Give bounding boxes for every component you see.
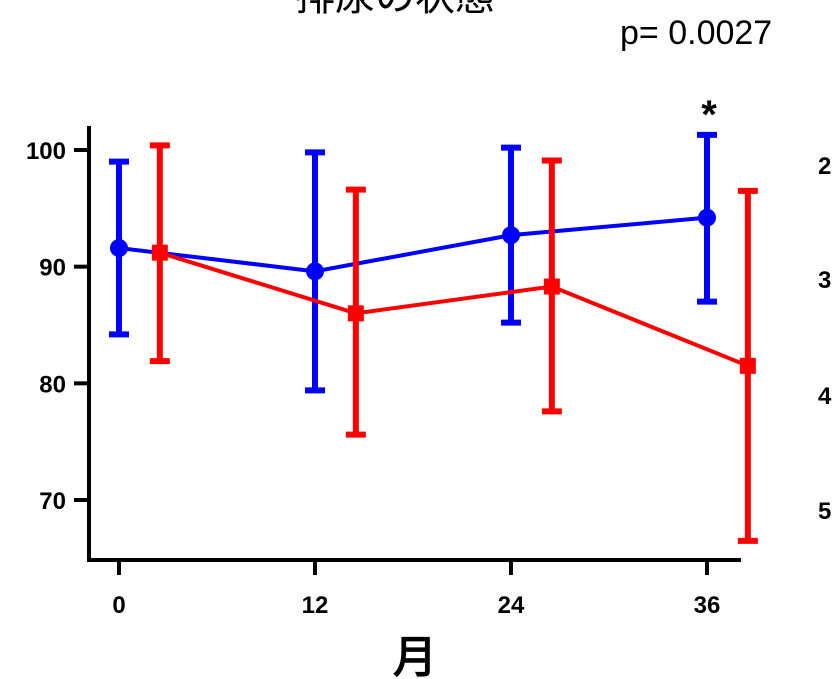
p-value-annotation: p= 0.0027 bbox=[620, 14, 772, 52]
x-tick-label: 12 bbox=[302, 592, 329, 619]
data-point bbox=[347, 305, 364, 322]
x-tick-label: 24 bbox=[498, 592, 525, 619]
series-line bbox=[159, 250, 749, 368]
y-tick-label: 80 bbox=[39, 371, 66, 398]
data-point bbox=[306, 262, 324, 281]
x-axis-label: 月 bbox=[393, 632, 437, 679]
series-1 bbox=[149, 142, 758, 544]
right-axis-tick-label: 5 bbox=[818, 498, 831, 525]
x-tick-label: 0 bbox=[112, 592, 125, 619]
right-axis-tick-label: 3 bbox=[818, 267, 831, 294]
x-tick-label: 36 bbox=[694, 592, 721, 619]
right-axis-tick-label: 4 bbox=[818, 383, 832, 410]
chart-title: 排尿の状態 bbox=[295, 0, 495, 20]
data-point bbox=[698, 208, 716, 227]
data-point bbox=[151, 244, 168, 261]
data-point bbox=[543, 278, 560, 295]
data-point bbox=[502, 226, 520, 245]
y-tick-label: 70 bbox=[39, 488, 66, 515]
y-tick-label: 100 bbox=[26, 138, 66, 165]
series-line bbox=[118, 215, 708, 274]
significance-marker: * bbox=[701, 93, 717, 137]
series-0 bbox=[109, 131, 717, 394]
axes bbox=[87, 126, 741, 562]
right-axis-tick-label: 2 bbox=[818, 153, 831, 180]
data-point bbox=[739, 357, 756, 374]
data-point bbox=[110, 239, 128, 257]
y-tick-label: 90 bbox=[39, 255, 66, 282]
